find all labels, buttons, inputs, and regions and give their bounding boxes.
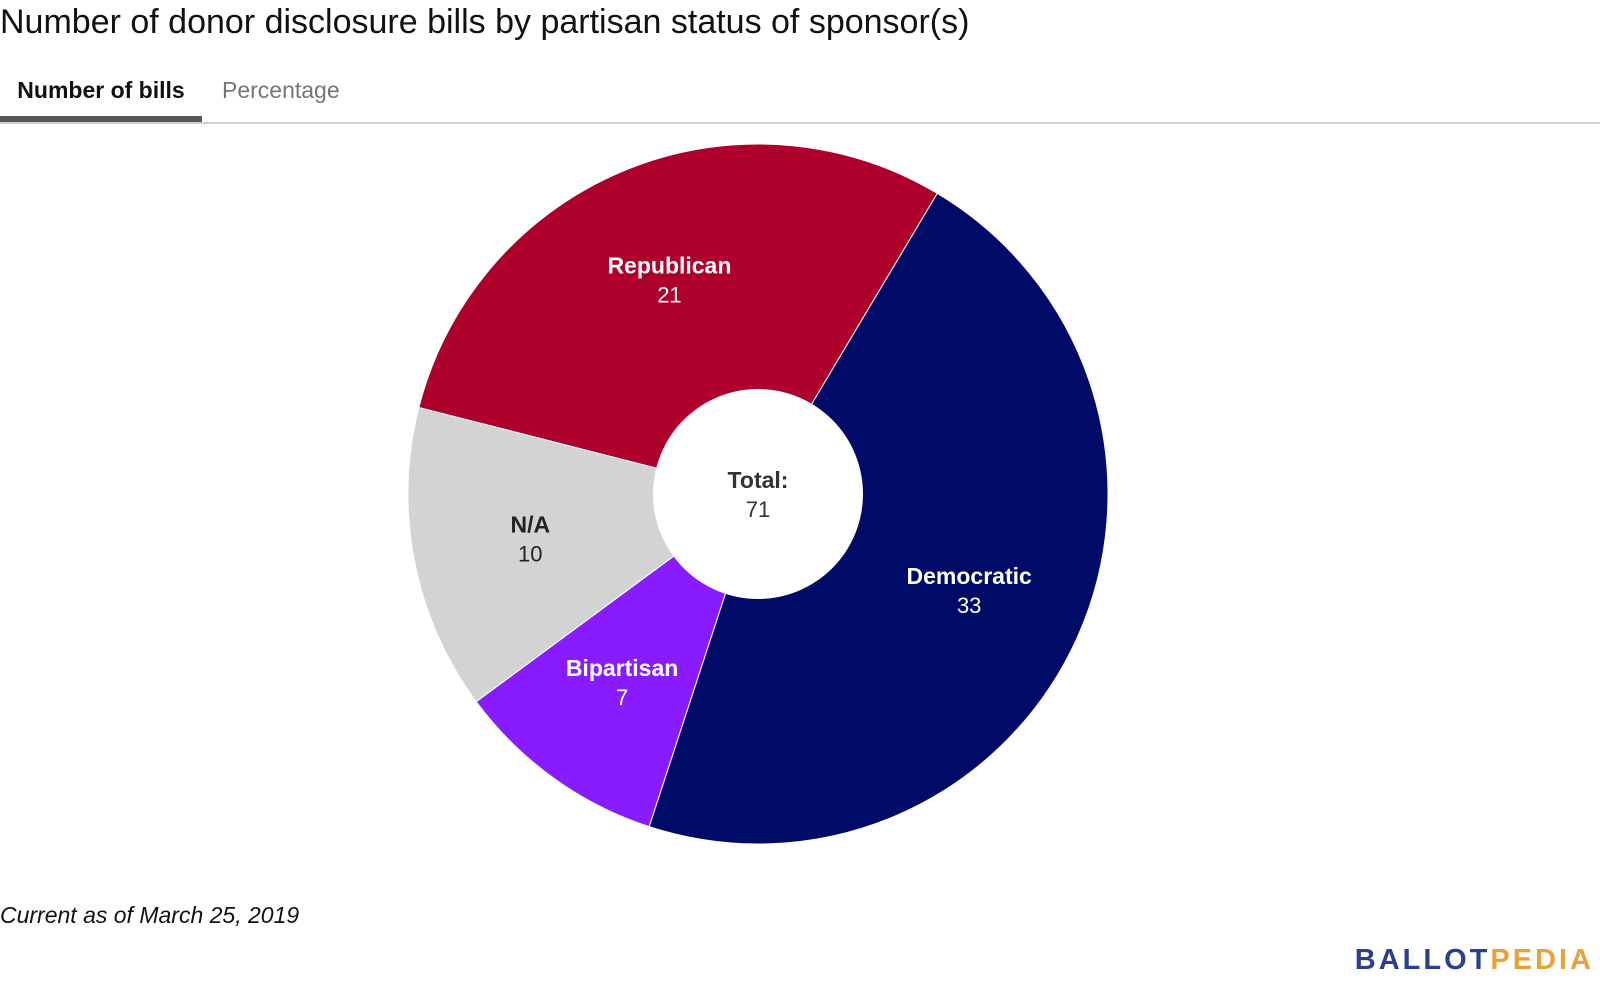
tab-number-of-bills[interactable]: Number of bills — [0, 68, 202, 122]
slice-label-n-a: N/A — [510, 511, 550, 537]
donut-hole — [653, 389, 863, 599]
slice-value-republican: 21 — [657, 283, 681, 308]
slice-democratic[interactable] — [648, 192, 1109, 845]
footnote: Current as of March 25, 2019 — [0, 902, 300, 928]
slice-bipartisan[interactable] — [475, 492, 759, 828]
tab-bar: Number of bills Percentage — [0, 68, 1600, 124]
center-total-value: 71 — [746, 497, 770, 522]
slice-value-n-a: 10 — [518, 541, 542, 566]
slice-value-bipartisan: 7 — [616, 685, 628, 710]
tab-percentage[interactable]: Percentage — [222, 77, 340, 103]
logo-part-pedia: PEDIA — [1490, 944, 1594, 976]
center-total-label: Total: — [728, 467, 789, 493]
logo-part-ballot: BALLOT — [1354, 944, 1491, 976]
chart-title: Number of donor disclosure bills by part… — [0, 3, 970, 41]
slice-value-democratic: 33 — [957, 593, 981, 618]
slice-label-bipartisan: Bipartisan — [566, 655, 678, 681]
ballotpedia-logo: BALLOTPEDIA — [1355, 944, 1594, 977]
slice-label-republican: Republican — [607, 253, 731, 279]
slice-label-democratic: Democratic — [907, 563, 1032, 589]
